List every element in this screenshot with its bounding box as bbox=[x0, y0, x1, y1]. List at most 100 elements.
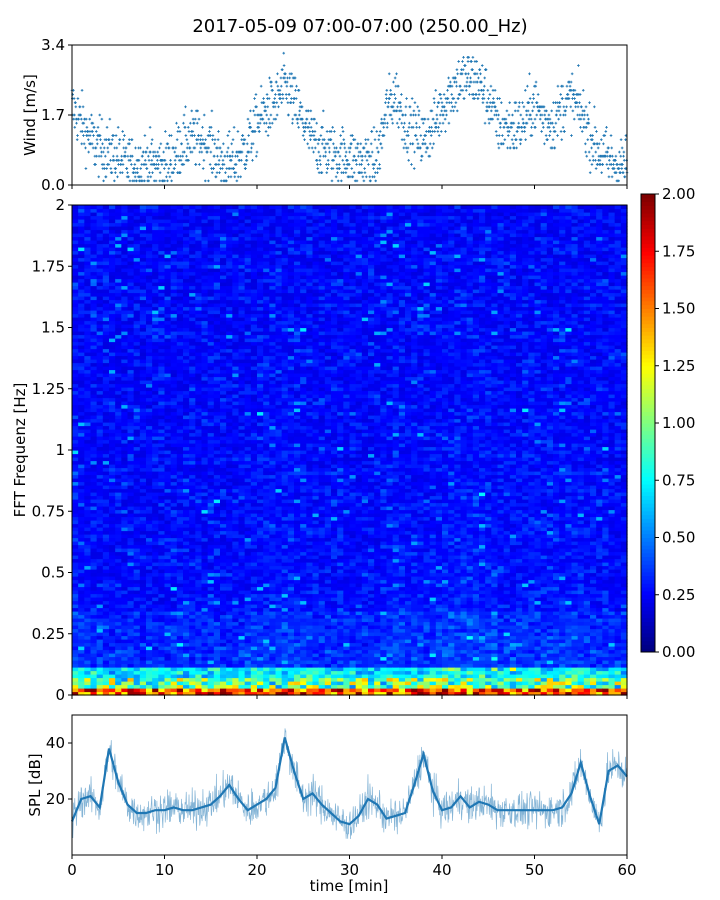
spectrogram-cell bbox=[127, 310, 135, 315]
spectrogram-cell bbox=[170, 597, 178, 602]
spectrogram-cell bbox=[207, 432, 215, 437]
wind-point bbox=[305, 117, 309, 121]
spectrogram-cell bbox=[164, 691, 172, 696]
spectrogram-cell bbox=[213, 586, 221, 591]
wind-point bbox=[197, 117, 201, 121]
wind-point bbox=[137, 158, 141, 162]
spectrogram-cell bbox=[78, 366, 85, 371]
wind-point bbox=[74, 105, 78, 109]
spectrogram-cell bbox=[146, 425, 153, 430]
spectrogram-cell bbox=[152, 523, 159, 528]
spectrogram-cell bbox=[102, 380, 110, 385]
spectrogram-cell bbox=[207, 471, 215, 476]
spectrogram-cell bbox=[207, 408, 215, 413]
wind-point bbox=[586, 113, 589, 117]
wind-point bbox=[224, 171, 227, 174]
spectrogram-cell bbox=[195, 628, 203, 633]
spectrogram-cell bbox=[170, 467, 178, 472]
spectrogram-cell bbox=[183, 677, 190, 682]
spectrogram-cell bbox=[201, 247, 209, 252]
spectrogram-cell bbox=[170, 506, 178, 511]
spectrogram-cell bbox=[170, 432, 178, 437]
wind-point bbox=[527, 101, 531, 104]
spectrogram-cell bbox=[133, 628, 141, 633]
spectrogram-cell bbox=[102, 583, 110, 588]
spectrogram-cell bbox=[170, 460, 178, 465]
spectrogram-cell bbox=[109, 334, 116, 339]
spectrogram-cell bbox=[170, 457, 178, 462]
spectrogram-cell bbox=[72, 674, 79, 679]
spectrogram-cell bbox=[195, 299, 203, 304]
spectrogram-cell bbox=[158, 537, 166, 542]
spectrogram-cell bbox=[170, 488, 178, 493]
spectrogram-cell bbox=[152, 215, 159, 220]
spectrogram-cell bbox=[109, 226, 116, 231]
spectrogram-cell bbox=[183, 212, 190, 217]
wind-point bbox=[504, 117, 508, 121]
spectrogram-cell bbox=[78, 579, 85, 584]
spectrogram-cell bbox=[121, 289, 129, 294]
spectrogram-cell bbox=[201, 569, 209, 574]
spectrogram-cell bbox=[183, 443, 190, 448]
spectrogram-cell bbox=[146, 674, 153, 679]
wind-point bbox=[521, 101, 524, 104]
spectrogram-cell bbox=[189, 579, 196, 584]
spectrogram-cell bbox=[183, 415, 190, 420]
spectrogram-cell bbox=[72, 453, 79, 458]
spectrogram-cell bbox=[183, 331, 190, 336]
wind-point bbox=[319, 163, 322, 166]
spectrogram-cell bbox=[102, 243, 110, 248]
spectrogram-cell bbox=[201, 306, 209, 311]
wind-point bbox=[94, 130, 98, 133]
wind-point bbox=[455, 68, 459, 72]
wind-point bbox=[112, 134, 115, 137]
spectrogram-cell bbox=[102, 345, 110, 350]
spectrogram-cell bbox=[201, 310, 209, 315]
spectrogram-cell bbox=[201, 688, 209, 693]
spectrogram-cell bbox=[201, 415, 209, 420]
spectrogram-cell bbox=[164, 236, 172, 241]
wind-point bbox=[575, 101, 579, 104]
spectrogram-cell bbox=[170, 677, 178, 682]
spectrogram-cell bbox=[201, 411, 209, 416]
spectrogram-cell bbox=[78, 565, 85, 570]
spectrogram-cell bbox=[109, 425, 116, 430]
spectrogram-cell bbox=[139, 257, 147, 262]
spectrogram-cell bbox=[72, 296, 79, 301]
spectrogram-cell bbox=[158, 222, 166, 227]
spectrogram-cell bbox=[158, 474, 166, 479]
wind-point bbox=[190, 150, 194, 154]
wind-point bbox=[477, 93, 481, 96]
spectrogram-cell bbox=[213, 509, 221, 514]
wind-point bbox=[442, 113, 445, 117]
spectrogram-cell bbox=[195, 268, 203, 273]
spectrogram-cell bbox=[127, 317, 135, 322]
spectrogram-cell bbox=[115, 597, 122, 602]
wind-point bbox=[588, 171, 592, 174]
spectrogram-cell bbox=[133, 639, 141, 644]
wind-point bbox=[289, 101, 293, 104]
wind-point bbox=[413, 101, 417, 104]
spectrogram-cell bbox=[164, 530, 172, 535]
wind-point bbox=[483, 121, 487, 125]
spectrogram-cell bbox=[195, 345, 203, 350]
spectrogram-cell bbox=[146, 492, 153, 497]
spectrogram-cell bbox=[96, 607, 104, 612]
spectrogram-cell bbox=[201, 299, 209, 304]
spectrogram-cell bbox=[115, 674, 122, 679]
spectrogram-cell bbox=[189, 499, 196, 504]
spectrogram-cell bbox=[189, 306, 196, 311]
spectrogram-cell bbox=[127, 257, 135, 262]
spectrogram-cell bbox=[139, 401, 147, 406]
spectrogram-cell bbox=[84, 590, 92, 595]
spectrogram-cell bbox=[84, 422, 92, 427]
spectrogram-cell bbox=[96, 215, 104, 220]
spectrogram-cell bbox=[115, 457, 122, 462]
spectrogram-cell bbox=[195, 404, 203, 409]
spectrogram-cell bbox=[78, 394, 85, 399]
spectrogram-cell bbox=[127, 436, 135, 441]
wind-point bbox=[430, 126, 433, 129]
spectrogram-cell bbox=[90, 443, 98, 448]
wind-point bbox=[123, 150, 127, 154]
spectrogram-cell bbox=[164, 646, 172, 651]
